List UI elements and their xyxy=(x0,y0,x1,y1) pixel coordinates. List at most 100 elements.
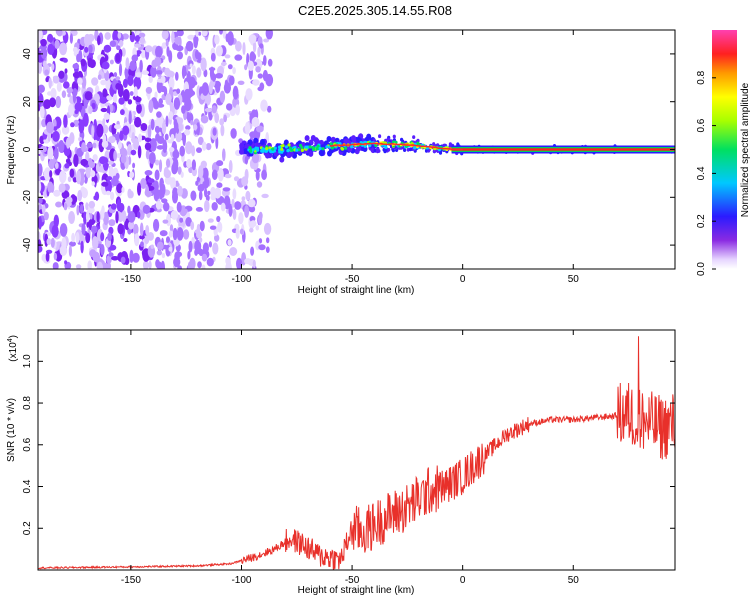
noise-blob xyxy=(255,170,260,181)
noise-blob xyxy=(184,97,192,112)
noise-blob xyxy=(223,114,228,123)
noise-blob xyxy=(96,123,104,138)
noise-blob xyxy=(109,59,114,65)
noise-blob xyxy=(187,34,196,40)
noise-blob xyxy=(99,96,108,104)
noise-blob xyxy=(106,95,113,101)
noise-blob xyxy=(91,236,99,250)
noise-blob xyxy=(133,138,140,150)
noise-blob xyxy=(144,170,153,176)
noise-blob xyxy=(175,45,184,52)
noise-blob xyxy=(238,212,244,225)
core-blob xyxy=(304,145,308,149)
noise-blob xyxy=(127,205,131,214)
noise-blob xyxy=(68,211,75,224)
noise-blob xyxy=(162,139,168,153)
noise-blob xyxy=(227,31,234,45)
noise-blob xyxy=(235,227,240,239)
noise-blob xyxy=(166,70,175,78)
spectrogram-y-label: Frequency (Hz) xyxy=(6,116,17,185)
x-tick-label: -150 xyxy=(121,274,141,285)
noise-blob xyxy=(64,260,68,265)
noise-blob xyxy=(154,56,162,67)
noise-blob xyxy=(55,162,59,170)
noise-blob xyxy=(120,109,125,116)
noise-blob xyxy=(172,150,180,159)
noise-blob xyxy=(235,41,242,52)
noise-blob xyxy=(211,169,218,181)
core-blob xyxy=(300,148,304,152)
noise-blob xyxy=(176,88,181,94)
chart-title: C2E5.2025.305.14.55.R08 xyxy=(298,3,452,18)
noise-blob xyxy=(261,193,269,199)
noise-blob xyxy=(141,52,146,59)
noise-blob xyxy=(129,91,134,96)
noise-blob xyxy=(258,238,263,244)
noise-blob xyxy=(225,256,231,266)
noise-blob xyxy=(128,110,132,125)
x-tick-label: -150 xyxy=(121,575,141,586)
noise-blob xyxy=(121,210,127,223)
noise-blob xyxy=(165,115,169,128)
noise-blob xyxy=(46,238,52,246)
noise-blob xyxy=(38,215,42,230)
halo-blob xyxy=(392,134,396,139)
core-blob xyxy=(271,147,275,151)
noise-blob xyxy=(54,39,60,50)
noise-blob xyxy=(263,222,272,235)
core-blob xyxy=(278,150,282,154)
noise-blob xyxy=(120,256,126,264)
halo-blob xyxy=(253,137,259,144)
noise-blob xyxy=(113,72,118,78)
noise-blob xyxy=(59,223,68,237)
noise-blob xyxy=(101,102,105,108)
noise-blob xyxy=(226,103,233,111)
noise-blob xyxy=(63,81,70,89)
noise-blob xyxy=(133,86,138,98)
noise-blob xyxy=(154,159,160,166)
noise-blob xyxy=(155,200,162,210)
noise-blob xyxy=(215,81,221,94)
noise-blob xyxy=(250,220,257,228)
noise-blob xyxy=(50,87,57,100)
noise-blob xyxy=(224,54,231,59)
noise-blob xyxy=(73,119,80,125)
noise-blob xyxy=(252,259,256,269)
noise-blob xyxy=(156,111,162,118)
halo-blob xyxy=(243,148,249,155)
noise-blob xyxy=(135,50,142,55)
noise-blob xyxy=(248,34,257,44)
noise-blob xyxy=(185,125,191,131)
y-tick-label: 0 xyxy=(22,146,33,152)
noise-blob xyxy=(227,64,233,70)
noise-blob xyxy=(51,224,59,238)
noise-blob xyxy=(80,158,88,167)
noise-blob xyxy=(157,261,163,269)
noise-blob xyxy=(154,125,160,133)
noise-blob xyxy=(127,221,135,230)
y-tick-label: 40 xyxy=(22,48,33,60)
noise-blob xyxy=(127,190,134,199)
noise-blob xyxy=(101,61,110,70)
core-blob xyxy=(248,146,252,150)
noise-blob xyxy=(155,70,163,75)
noise-blob xyxy=(71,232,75,243)
noise-blob xyxy=(252,40,257,53)
noise-blob xyxy=(171,163,178,175)
noise-blob xyxy=(130,149,137,156)
noise-blob xyxy=(194,49,200,60)
colorbar-label: Normalized spectral amplitude xyxy=(740,82,750,217)
noise-blob xyxy=(58,70,65,80)
noise-blob xyxy=(133,76,142,90)
noise-blob xyxy=(163,201,170,212)
noise-blob xyxy=(85,164,92,179)
noise-blob xyxy=(266,237,270,244)
noise-blob xyxy=(100,186,106,192)
noise-blob xyxy=(174,36,182,45)
noise-blob xyxy=(181,69,187,77)
noise-blob xyxy=(200,160,207,169)
noise-blob xyxy=(221,61,227,66)
noise-blob xyxy=(169,224,174,233)
core-blob xyxy=(350,145,354,149)
noise-blob xyxy=(216,160,224,167)
